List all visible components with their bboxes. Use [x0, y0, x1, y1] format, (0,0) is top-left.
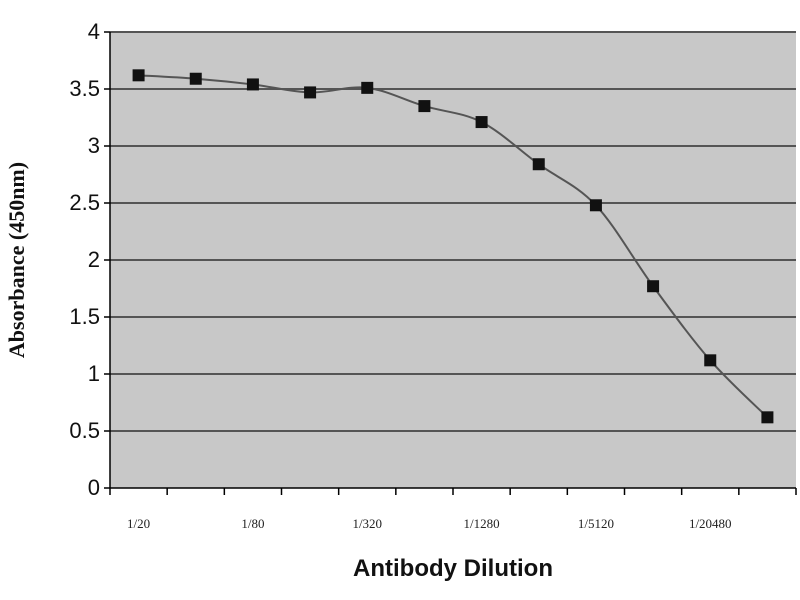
y-tick-label: 2.5	[69, 190, 100, 215]
data-point-marker-4	[304, 86, 317, 99]
y-tick-label: 3.5	[69, 76, 100, 101]
y-tick-label: 1	[88, 361, 100, 386]
data-point-marker-2	[189, 72, 202, 85]
y-tick-label: 0	[88, 475, 100, 500]
data-point-marker-7	[475, 116, 488, 129]
x-axis-tick-marks	[109, 488, 797, 495]
data-point-marker-10	[647, 280, 660, 293]
y-tick-label: 4	[88, 19, 100, 44]
gridlines	[110, 31, 796, 432]
x-tick-label: 1/20480	[689, 516, 732, 531]
y-tick-label: 1.5	[69, 304, 100, 329]
x-tick-label: 1/80	[241, 516, 264, 531]
x-tick-label: 1/1280	[464, 516, 500, 531]
y-tick-label: 0.5	[69, 418, 100, 443]
y-tick-label: 2	[88, 247, 100, 272]
y-axis-tick-labels: 0 0.5 1 1.5 2 2.5 3 3.5 4	[69, 19, 110, 500]
data-point-marker-11	[704, 354, 717, 367]
data-point-markers	[132, 69, 774, 424]
y-tick-label: 3	[88, 133, 100, 158]
x-tick-label: 1/20	[127, 516, 150, 531]
y-axis-title: Absorbance (450nm)	[4, 162, 29, 358]
x-tick-label: 1/5120	[578, 516, 614, 531]
data-point-marker-9	[589, 199, 602, 212]
data-point-marker-3	[246, 78, 259, 91]
x-tick-label: 1/320	[352, 516, 382, 531]
data-point-marker-12	[761, 411, 774, 424]
x-axis-tick-labels: 1/20 1/80 1/320 1/1280 1/5120 1/20480	[127, 516, 732, 531]
x-axis-title: Antibody Dilution	[353, 555, 553, 582]
data-point-marker-6	[418, 100, 431, 113]
data-point-marker-1	[132, 69, 145, 82]
data-point-marker-8	[532, 158, 545, 171]
data-point-marker-5	[361, 81, 374, 94]
